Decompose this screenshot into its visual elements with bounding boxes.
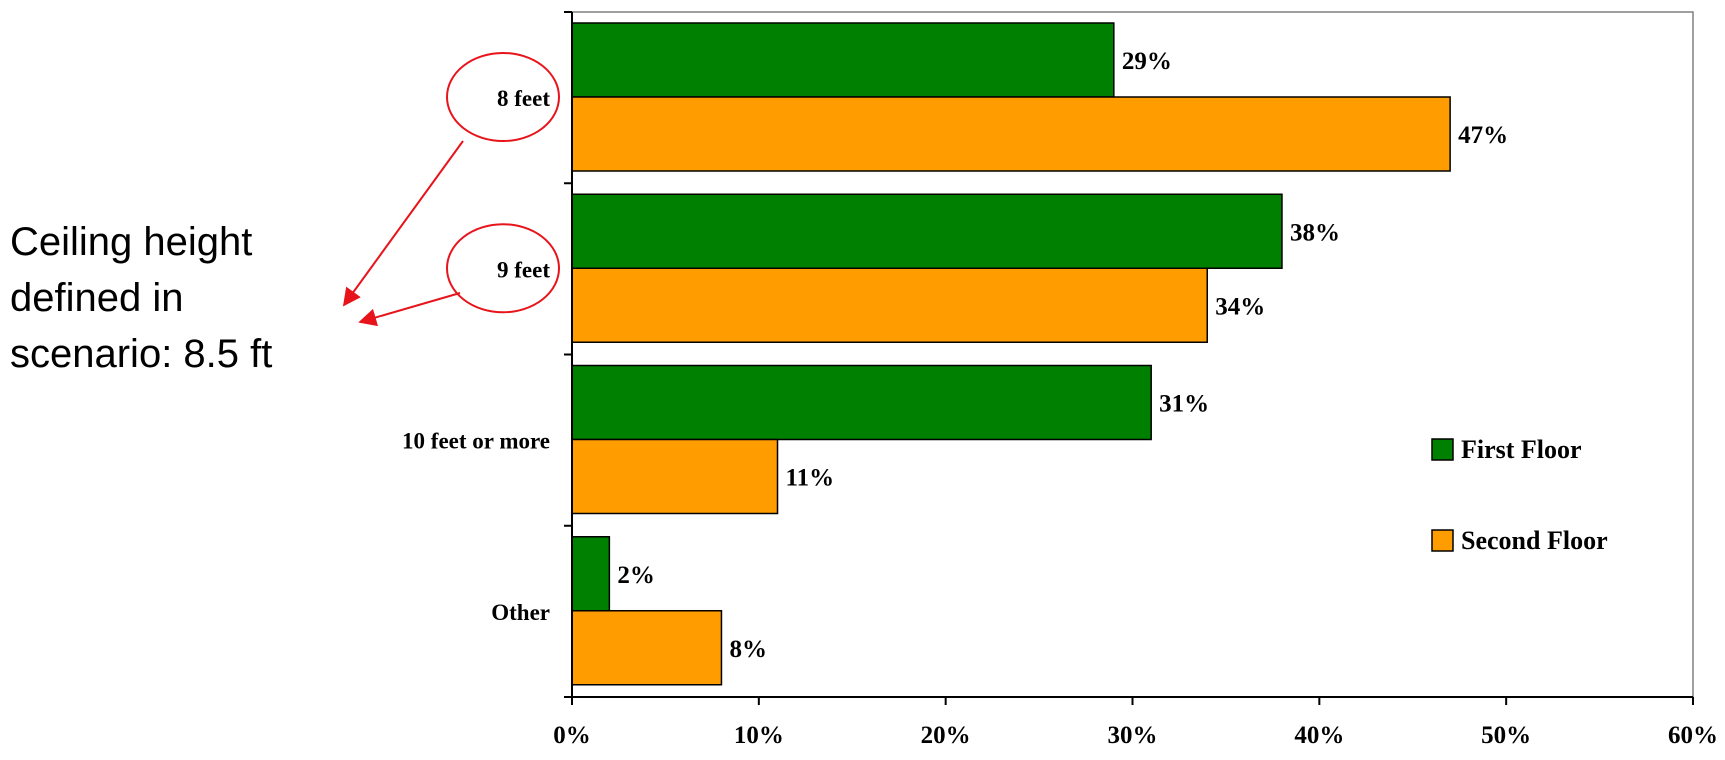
y-category-label: 9 feet — [497, 257, 550, 282]
x-tick-label: 50% — [1481, 722, 1531, 749]
x-tick-label: 60% — [1668, 722, 1718, 749]
ceiling-height-annotation: Ceiling height defined in scenario: 8.5 … — [10, 214, 350, 382]
legend-swatch — [1431, 438, 1454, 461]
x-tick-label: 40% — [1294, 722, 1344, 749]
value-label: 11% — [786, 465, 835, 492]
annotation-marks — [342, 52, 560, 327]
legend-swatch — [1431, 529, 1454, 552]
bar-second-floor — [571, 438, 779, 515]
value-label: 31% — [1159, 391, 1209, 418]
value-label: 34% — [1215, 293, 1265, 320]
bar-first-floor — [571, 536, 611, 612]
value-label: 38% — [1290, 219, 1340, 246]
y-axis: 8 feet 9 feet 10 feet or more Other — [402, 11, 573, 698]
annotation-line: defined in — [10, 276, 184, 320]
highlight-ellipse — [446, 52, 560, 142]
annotation-line: Ceiling height — [10, 220, 253, 264]
value-labels-group: 29% 47% 38% 34% 31% 11% 2% 8% — [617, 48, 1508, 663]
value-label: 29% — [1122, 48, 1172, 75]
x-axis: 0% 10% 20% 30% 40% 50% 60% — [553, 696, 1718, 749]
x-tick-label: 10% — [734, 722, 784, 749]
bar-second-floor — [571, 96, 1451, 172]
value-label: 47% — [1458, 122, 1508, 149]
x-tick-label: 30% — [1108, 722, 1158, 749]
bar-first-floor — [571, 193, 1283, 269]
annotation-line: scenario: 8.5 ft — [10, 332, 273, 376]
y-category-label: 10 feet or more — [402, 429, 550, 454]
highlight-ellipse — [446, 223, 560, 314]
bar-first-floor — [571, 364, 1152, 441]
value-label: 2% — [617, 562, 655, 589]
bars-group — [571, 22, 1451, 686]
legend: First Floor Second Floor — [1431, 435, 1608, 555]
x-tick-label: 20% — [921, 722, 971, 749]
value-label: 8% — [729, 636, 767, 663]
x-tick-label: 0% — [553, 722, 591, 749]
bar-second-floor — [571, 610, 723, 686]
annotation-arrow — [342, 140, 464, 307]
legend-label: Second Floor — [1461, 526, 1608, 555]
y-category-label: Other — [491, 600, 550, 625]
legend-label: First Floor — [1461, 435, 1582, 464]
bar-second-floor — [571, 267, 1208, 343]
annotation-arrow — [358, 292, 461, 327]
y-category-label: 8 feet — [497, 86, 550, 111]
bar-first-floor — [571, 22, 1115, 98]
